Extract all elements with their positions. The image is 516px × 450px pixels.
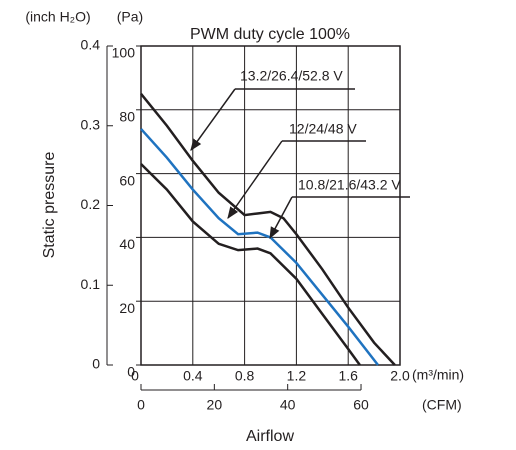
y2-unit: (inch H₂O): [25, 9, 90, 25]
y-tick-label: 40: [119, 236, 135, 252]
y-tick-label: 60: [119, 172, 135, 188]
series-line: [140, 128, 379, 366]
x-tick-label: 0.4: [183, 368, 203, 384]
x2-tick-label: 0: [137, 397, 145, 413]
y-tick-label: 20: [119, 300, 135, 316]
x-tick-label: 0: [131, 368, 139, 384]
y-unit: (Pa): [117, 9, 143, 25]
chart-title: PWM duty cycle 100%: [190, 26, 350, 43]
y-axis-title: Static pressure: [41, 152, 58, 259]
x-tick-label: 0.8: [235, 368, 255, 384]
x-unit: (m³/min): [412, 367, 464, 383]
x2-tick-label: 40: [280, 397, 296, 413]
annotation-arrow: [269, 196, 293, 240]
y-tick-label: 80: [119, 109, 135, 125]
x-tick-label: 2.0: [390, 368, 410, 384]
x-axis-title: Airflow: [246, 428, 294, 445]
x-tick-label: 1.2: [287, 368, 307, 384]
x-tick-label: 1.6: [338, 368, 358, 384]
annotation-label: 12/24/48 V: [289, 121, 357, 137]
x2-tick-label: 20: [207, 397, 223, 413]
y-tick-label: 0: [127, 364, 135, 380]
y2-tick-label: 0.3: [81, 116, 101, 132]
annotation-label: 10.8/21.6/43.2 V: [298, 177, 401, 193]
y-tick-label: 100: [112, 45, 136, 61]
y2-tick-label: 0.1: [81, 276, 101, 292]
x2-tick-label: 60: [353, 397, 369, 413]
annotation-label: 13.2/26.4/52.8 V: [240, 68, 343, 84]
x2-unit: (CFM): [422, 397, 462, 413]
annotation-arrow: [227, 140, 283, 219]
y2-tick-label: 0.2: [81, 196, 101, 212]
annotation-arrow: [190, 88, 236, 151]
y2-tick-label: 0.4: [81, 37, 101, 53]
y2-tick-label: 0: [92, 356, 100, 372]
series-line: [140, 93, 396, 366]
series-line: [140, 163, 361, 366]
